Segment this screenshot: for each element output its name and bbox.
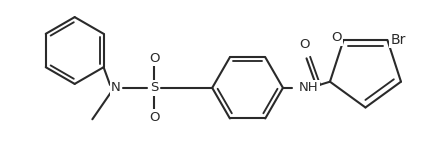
Text: O: O bbox=[331, 31, 341, 45]
Text: O: O bbox=[149, 52, 159, 65]
Text: NH: NH bbox=[299, 81, 318, 94]
Text: O: O bbox=[149, 111, 159, 124]
Text: Br: Br bbox=[390, 33, 406, 47]
Text: N: N bbox=[111, 81, 121, 94]
Text: O: O bbox=[299, 37, 310, 51]
Text: S: S bbox=[150, 81, 159, 94]
